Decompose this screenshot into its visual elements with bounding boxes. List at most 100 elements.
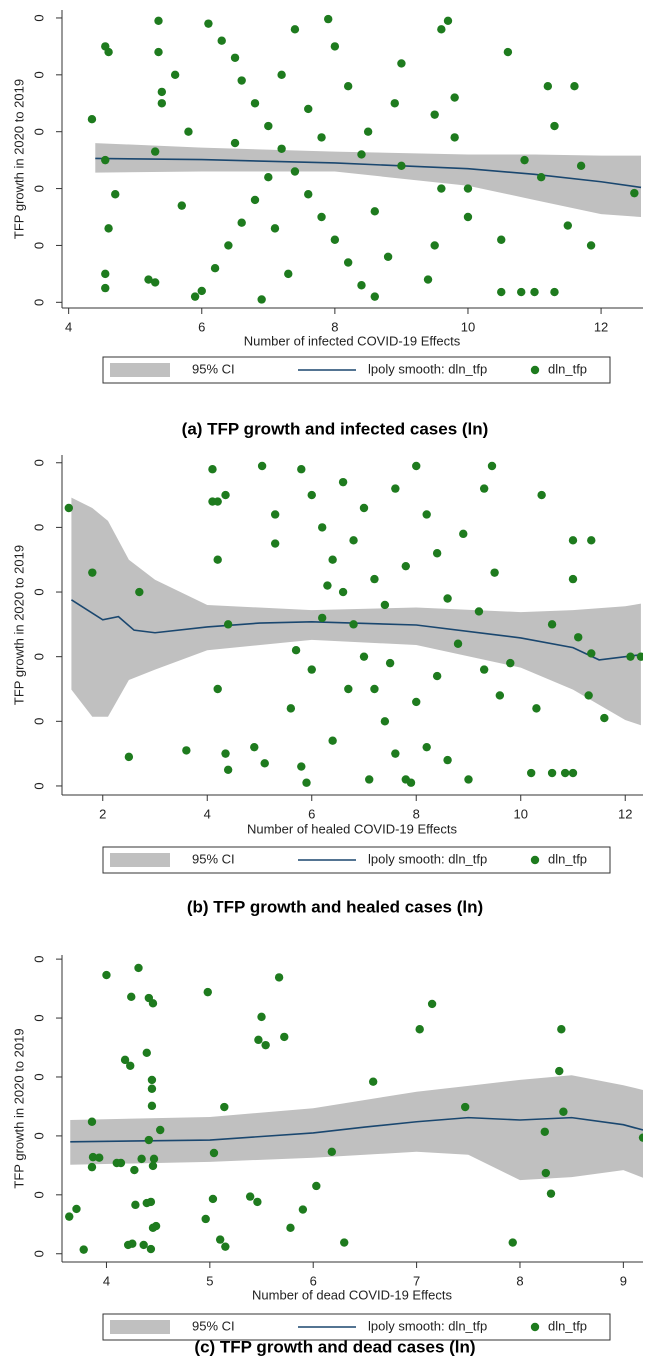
point xyxy=(479,665,489,674)
point xyxy=(307,665,316,674)
point xyxy=(638,1133,643,1142)
x-axis-title: Number of healed COVID-19 Effects xyxy=(247,821,458,836)
point xyxy=(343,258,353,267)
point xyxy=(422,510,431,519)
point xyxy=(209,1148,219,1158)
point xyxy=(127,992,136,1002)
point xyxy=(540,1127,549,1136)
point xyxy=(139,1240,148,1250)
point xyxy=(87,114,97,124)
point xyxy=(221,1242,230,1251)
point xyxy=(557,1025,566,1034)
point xyxy=(380,717,390,726)
point xyxy=(203,987,212,997)
point xyxy=(536,172,546,182)
point xyxy=(568,768,578,778)
point xyxy=(304,190,313,199)
point xyxy=(636,652,643,661)
point xyxy=(290,167,300,176)
point xyxy=(154,47,163,57)
point xyxy=(149,1154,159,1164)
point xyxy=(102,970,111,980)
point xyxy=(260,759,269,768)
point xyxy=(363,127,373,136)
point xyxy=(328,736,337,745)
point xyxy=(130,1165,139,1175)
point xyxy=(254,1035,263,1045)
point xyxy=(213,684,222,694)
point xyxy=(568,574,578,584)
legend-label: lpoly smooth: dln_tfp xyxy=(368,361,487,376)
point xyxy=(537,490,546,500)
point xyxy=(201,1214,210,1224)
x-tick-label: 4 xyxy=(65,319,72,334)
point xyxy=(497,235,506,244)
plot-area xyxy=(87,14,642,304)
point xyxy=(220,1102,229,1112)
x-tick-label: 8 xyxy=(516,1273,523,1288)
legend-label: dln_tfp xyxy=(548,1318,587,1333)
point xyxy=(237,76,246,85)
point xyxy=(312,1181,321,1191)
y-tick-label: 0 xyxy=(31,299,46,306)
legend-label: lpoly smooth: dln_tfp xyxy=(368,851,487,866)
point xyxy=(380,600,390,610)
caption: (b) TFP growth and healed cases (ln) xyxy=(187,897,483,916)
point xyxy=(547,620,557,629)
point xyxy=(412,697,421,707)
point xyxy=(559,1107,568,1116)
y-tick-label: 0 xyxy=(31,14,46,21)
x-tick-label: 8 xyxy=(331,319,338,334)
point xyxy=(508,1238,517,1247)
caption: (a) TFP growth and infected cases (ln) xyxy=(182,419,489,438)
x-tick-label: 7 xyxy=(413,1273,420,1288)
panel: 0 0 0 0 0 0 4 5 6 7 8 9 TFP growth in 2020 to 2019 Nu… xyxy=(11,955,643,1356)
point xyxy=(87,1117,97,1126)
legend-box xyxy=(102,1313,611,1341)
point xyxy=(257,461,267,471)
point xyxy=(210,263,220,273)
point xyxy=(474,607,484,616)
point xyxy=(215,1235,225,1244)
point xyxy=(146,1197,156,1207)
point xyxy=(184,127,193,136)
point xyxy=(550,121,559,131)
point xyxy=(587,649,596,658)
point xyxy=(600,713,609,723)
point xyxy=(391,749,400,758)
point xyxy=(101,283,110,293)
point xyxy=(304,104,313,114)
y-tick-label: 0 xyxy=(31,1250,46,1257)
point xyxy=(357,150,366,159)
point xyxy=(120,1055,130,1065)
point xyxy=(79,1245,88,1254)
point xyxy=(307,490,316,500)
x-tick-label: 4 xyxy=(204,806,211,821)
x-tick-label: 9 xyxy=(620,1273,627,1288)
x-tick-label: 6 xyxy=(310,1273,317,1288)
point xyxy=(156,1125,165,1135)
point xyxy=(323,581,332,590)
point xyxy=(250,742,259,752)
point xyxy=(423,275,433,284)
point xyxy=(349,536,358,545)
point xyxy=(277,70,286,80)
point xyxy=(257,295,266,304)
y-tick-label: 0 xyxy=(31,653,46,660)
point xyxy=(560,768,570,778)
point xyxy=(221,749,230,758)
point xyxy=(397,161,406,171)
legend-swatch xyxy=(530,1322,540,1332)
point xyxy=(131,1200,140,1210)
point xyxy=(230,138,240,148)
point xyxy=(274,973,284,982)
smooth-line xyxy=(70,599,642,661)
point xyxy=(463,184,473,193)
point xyxy=(576,161,586,171)
ci-band xyxy=(71,497,641,726)
point xyxy=(550,287,559,297)
point xyxy=(574,633,583,642)
point xyxy=(397,59,406,68)
point xyxy=(298,1205,308,1214)
point xyxy=(213,497,222,506)
